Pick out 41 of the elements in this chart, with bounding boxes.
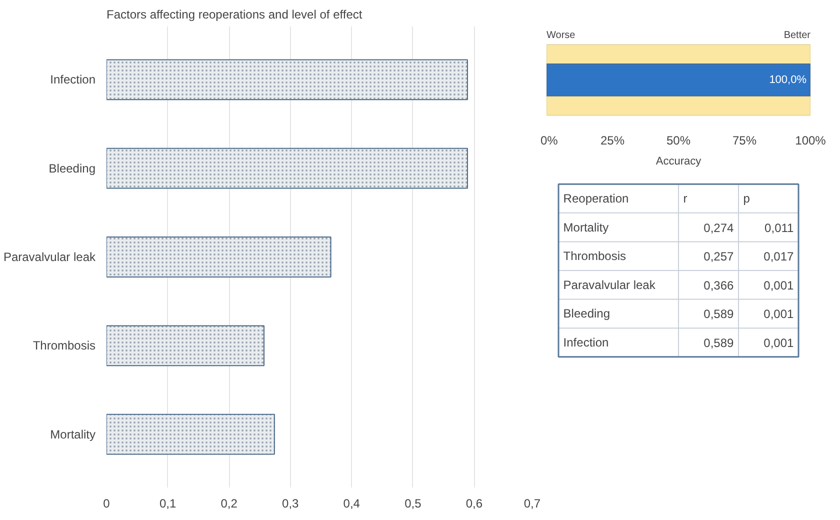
- x-tick-label: 0,4: [343, 496, 360, 510]
- x-tick-label: 0,3: [282, 496, 300, 510]
- x-tick-label: 0,1: [159, 496, 176, 510]
- y-tick-label: Mortality: [50, 427, 96, 442]
- x-axis-title: Accuracy: [656, 156, 702, 168]
- y-tick-label: Paravalvular leak: [3, 250, 96, 264]
- text: Paravalvular leak: [563, 278, 656, 292]
- y-tick-label: Bleeding: [48, 161, 96, 176]
- text: 0,001: [764, 307, 794, 322]
- x-tick-label: 50%: [666, 134, 691, 148]
- text: Infection: [563, 335, 609, 350]
- text: Thrombosis: [563, 249, 626, 264]
- x-tick-label: 25%: [600, 134, 625, 148]
- text: Reoperation: [563, 192, 629, 206]
- x-tick-label: 0: [103, 496, 110, 510]
- text: p: [743, 192, 750, 206]
- text: 0,017: [764, 250, 794, 264]
- x-tick-label: 100%: [795, 134, 826, 148]
- y-tick-label: Thrombosis: [32, 338, 96, 353]
- text: 0,366: [704, 278, 734, 292]
- text: Better: [784, 30, 812, 41]
- x-tick-label: 75%: [732, 134, 757, 148]
- text: Mortality: [563, 220, 609, 234]
- text: r: [683, 192, 688, 206]
- text: 0,011: [764, 220, 794, 235]
- text: 0,589: [704, 307, 734, 322]
- text: Bleeding: [563, 306, 610, 321]
- y-tick-label: Infection: [50, 72, 96, 87]
- text: 0,589: [704, 336, 734, 350]
- text: 0,001: [764, 278, 794, 292]
- text: 0,001: [764, 336, 794, 350]
- data-label: 100,0%: [769, 74, 807, 86]
- chart-title: Factors affecting reoperations and level of effect: [106, 8, 363, 22]
- text: 0,257: [704, 250, 734, 264]
- x-tick-label: 0%: [540, 134, 558, 148]
- x-tick-label: 0,7: [524, 496, 541, 510]
- text: Worse: [546, 30, 576, 41]
- x-tick-label: 0,5: [404, 496, 422, 510]
- x-tick-label: 0,2: [220, 496, 238, 510]
- x-tick-label: 0,6: [466, 496, 483, 510]
- text: 0,274: [704, 220, 734, 235]
